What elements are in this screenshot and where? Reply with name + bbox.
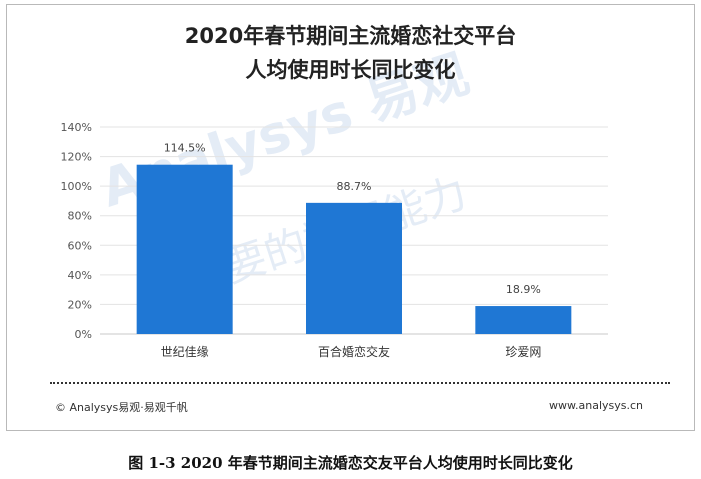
x-tick-label: 珍爱网	[505, 345, 541, 359]
bar	[136, 164, 233, 334]
data-label: 18.9%	[506, 283, 541, 296]
data-label: 88.7%	[337, 180, 372, 193]
x-tick-label: 百合婚恋交友	[318, 344, 390, 359]
chart-title-line2: 人均使用时长同比变化	[245, 58, 456, 82]
bar	[306, 202, 402, 334]
footer-divider	[50, 382, 670, 384]
site-url: www.analysys.cn	[549, 399, 643, 412]
y-tick-label: 20%	[68, 298, 92, 311]
data-label: 114.5%	[164, 142, 206, 155]
y-tick-label: 100%	[61, 180, 92, 193]
y-tick-label: 40%	[68, 269, 92, 282]
x-tick-label: 世纪佳缘	[161, 345, 209, 359]
source-label: © Analysys易观·易观千帆	[55, 401, 188, 414]
y-tick-label: 60%	[68, 239, 92, 252]
figure-caption: 图 1-3 2020 年春节期间主流婚恋交友平台人均使用时长同比变化	[128, 454, 573, 472]
chart-title-line1: 2020年春节期间主流婚恋社交平台	[184, 24, 517, 48]
y-tick-label: 120%	[61, 151, 92, 164]
y-tick-label: 0%	[75, 328, 92, 341]
y-tick-label: 80%	[68, 210, 92, 223]
bar	[475, 306, 572, 334]
y-tick-label: 140%	[61, 121, 92, 134]
